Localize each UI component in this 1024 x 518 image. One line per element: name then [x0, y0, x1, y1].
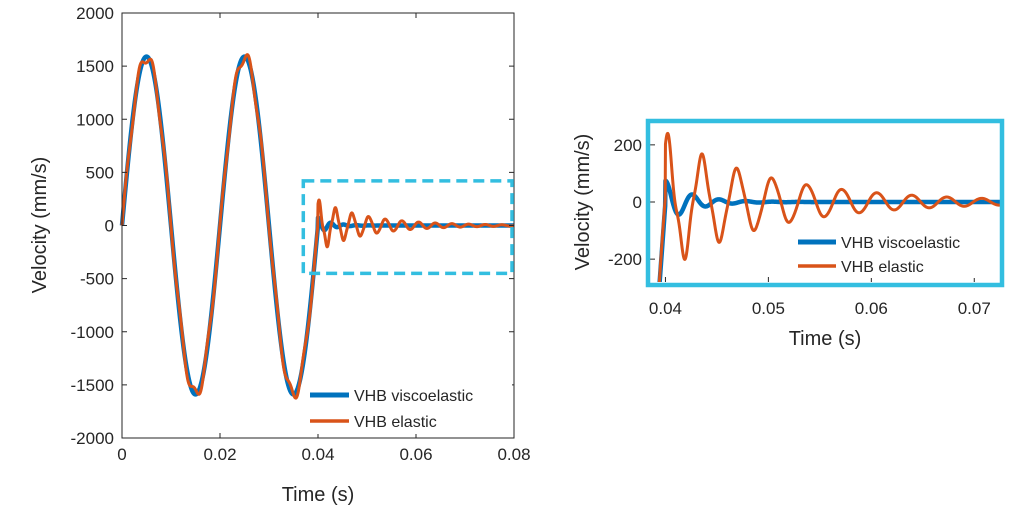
main-chart-x-axis-label: Time (s)	[282, 484, 355, 506]
zoom-legend-box	[794, 230, 996, 278]
main-x-tick-label: 0.02	[203, 445, 236, 464]
main-legend-label-elastic: VHB elastic	[354, 414, 437, 431]
zoom-legend-label-viscoelastic: VHB viscoelastic	[841, 235, 960, 252]
zoom-velocity-chart: 0.04 0.05 0.06 0.07 -200 0 200 Time (s) Veloci…	[572, 118, 1005, 350]
main-y-tick-label: 0	[105, 217, 114, 236]
main-legend-box	[306, 382, 512, 434]
main-series-line-elastic	[120, 53, 516, 400]
main-y-tick-label: 1000	[76, 110, 114, 129]
zoom-x-tick-label: 0.07	[958, 299, 991, 318]
main-chart-curves	[119, 53, 516, 400]
zoom-chart-ticks: 0.04 0.05 0.06 0.07 -200 0 200	[608, 136, 991, 318]
main-legend-label-viscoelastic: VHB viscoelastic	[354, 388, 473, 405]
zoom-chart-highlight-frame	[645, 118, 1005, 288]
main-y-tick-label: -1000	[71, 323, 114, 342]
main-y-tick-label: -2000	[71, 429, 114, 448]
main-y-tick-label: 2000	[76, 4, 114, 23]
zoom-chart-x-axis-label: Time (s)	[789, 328, 862, 350]
main-x-tick-label: 0.08	[497, 445, 530, 464]
zoom-chart-legend: VHB viscoelastic VHB elastic	[794, 230, 996, 278]
zoom-x-tick-label: 0.05	[752, 299, 785, 318]
zoom-chart-curves	[657, 131, 1000, 282]
zoom-y-tick-label: -200	[608, 250, 642, 269]
main-x-tick-label: 0.04	[301, 445, 334, 464]
zoom-y-tick-label: 200	[614, 136, 642, 155]
main-y-tick-label: 500	[86, 163, 114, 182]
main-chart-legend: VHB viscoelastic VHB elastic	[306, 382, 512, 434]
zoom-region-box	[301, 179, 514, 276]
zoom-y-tick-label: 0	[633, 193, 642, 212]
zoom-x-tick-label: 0.04	[649, 299, 682, 318]
main-chart-ticks: 0 0.02 0.04 0.06 0.08 -2000 -1500 -1000 -500 0 500…	[71, 4, 531, 464]
main-chart-y-axis-label: Velocity (mm/s)	[29, 157, 51, 294]
main-y-tick-label: -1500	[71, 376, 114, 395]
zoom-series-line-elastic	[657, 131, 1000, 282]
main-x-tick-label: 0	[117, 445, 126, 464]
main-y-tick-label: 1500	[76, 57, 114, 76]
zoom-x-tick-label: 0.06	[855, 299, 888, 318]
zoom-series-line-viscoelastic	[657, 178, 1000, 282]
zoom-chart-y-axis-label: Velocity (mm/s)	[572, 134, 594, 271]
main-x-tick-label: 0.06	[399, 445, 432, 464]
main-velocity-chart: 0 0.02 0.04 0.06 0.08 -2000 -1500 -1000 -500 0 500…	[29, 4, 531, 506]
zoom-legend-label-elastic: VHB elastic	[841, 259, 924, 276]
main-y-tick-label: -500	[80, 270, 114, 289]
